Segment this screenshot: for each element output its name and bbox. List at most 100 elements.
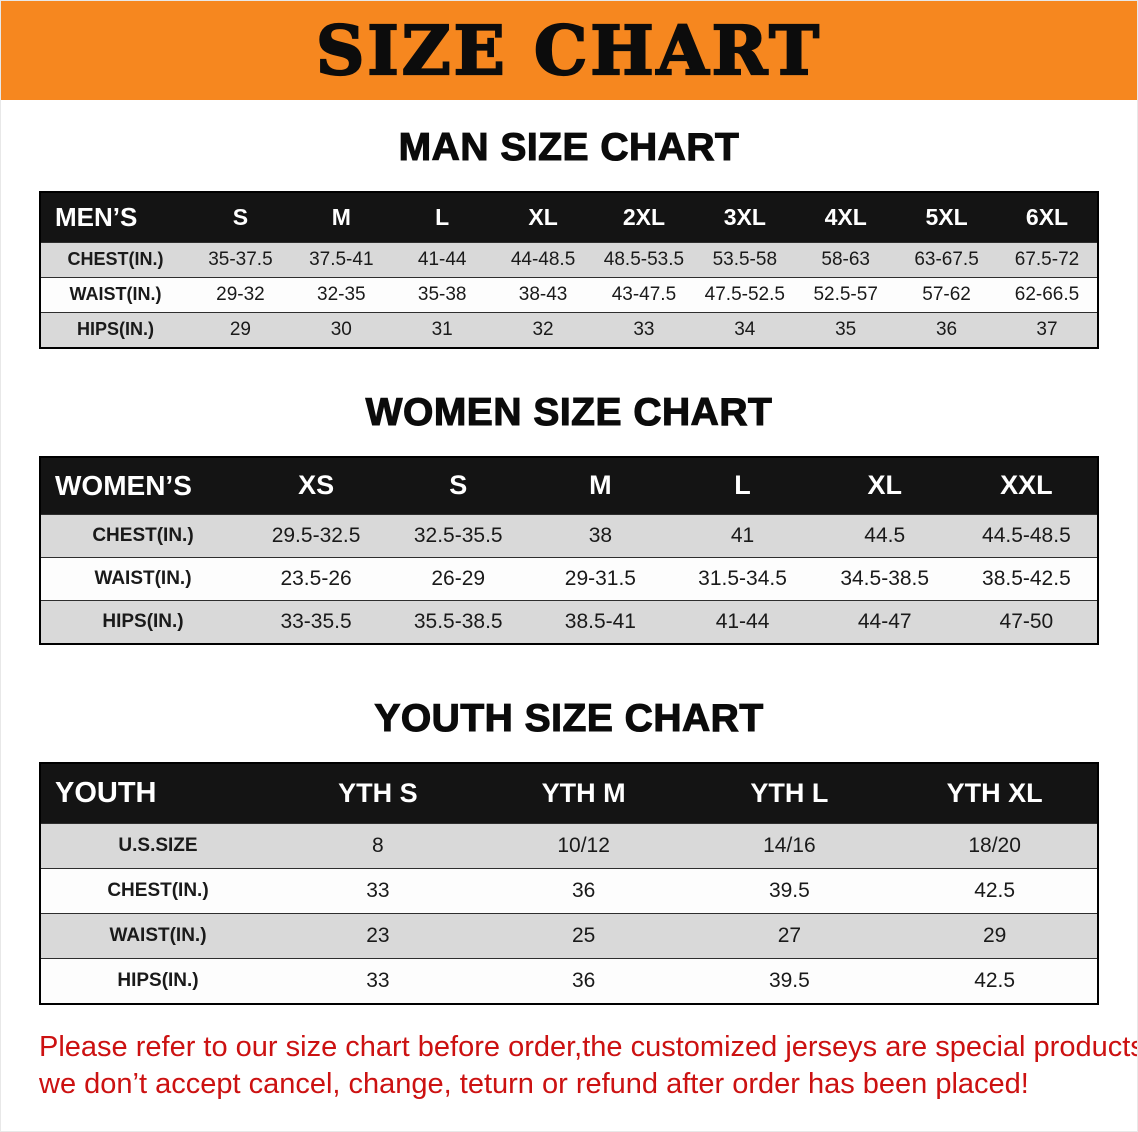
- youth-header-row: YOUTH YTH S YTH M YTH L YTH XL: [40, 762, 1098, 824]
- value-cell: 63-67.5: [914, 248, 979, 270]
- value-cell: 47-50: [999, 609, 1054, 633]
- row-label-cell: CHEST(IN.): [67, 249, 164, 270]
- value-cell: 14/16: [763, 833, 816, 857]
- row-label-cell: HIPS(IN.): [76, 319, 154, 340]
- value-cell: 53.5-58: [712, 248, 778, 270]
- size-header-cell: 3XL: [694, 191, 796, 243]
- table-title-cell: YOUTH: [40, 762, 275, 824]
- table-row: HIPS(IN.) 33 36 39.5 42.5: [40, 958, 1098, 1004]
- banner: SIZE CHART: [1, 1, 1137, 100]
- men-size-table: MEN’S S M L XL 2XL 3XL 4XL 5XL 6XL CHEST(IN.) 35-37…: [39, 190, 1099, 349]
- value-cell: 35.5-38.5: [413, 609, 503, 633]
- size-header-cell: 2XL: [593, 191, 695, 243]
- value-cell: 42.5: [974, 968, 1016, 992]
- value-cell: 34: [734, 318, 756, 340]
- value-cell: 67.5-72: [1014, 248, 1080, 270]
- value-cell: 44-47: [857, 609, 912, 633]
- men-size-section: MAN SIZE CHART MEN’S S M L XL 2XL 3XL 4XL 5XL 6XL…: [1, 125, 1137, 349]
- value-cell: 34.5-38.5: [840, 566, 930, 590]
- value-cell: 26-29: [431, 566, 486, 590]
- disclaimer-line-1: Please refer to our size chart before or…: [39, 1030, 1138, 1063]
- value-cell: 32: [532, 318, 554, 340]
- youth-size-table: YOUTH YTH S YTH M YTH L YTH XL U.S.SIZE 8 10/12…: [39, 761, 1099, 1005]
- value-cell: 29.5-32.5: [271, 523, 361, 547]
- value-cell: 41: [730, 523, 755, 547]
- value-cell: 18/20: [968, 833, 1021, 857]
- row-label-cell: WAIST(IN.): [109, 924, 207, 946]
- row-label-cell: U.S.SIZE: [118, 834, 198, 856]
- value-cell: 35: [835, 318, 857, 340]
- value-cell: 44.5-48.5: [982, 523, 1071, 547]
- size-header-cell: XL: [813, 456, 956, 515]
- size-header-cell: 4XL: [795, 191, 897, 243]
- women-section-heading: WOMEN SIZE CHART: [365, 390, 773, 434]
- size-header-cell: YTH XL: [892, 762, 1098, 824]
- value-cell: 57-62: [922, 283, 971, 305]
- table-row: CHEST(IN.) 35-37.5 37.5-41 41-44 44-48.5 48.5…: [40, 242, 1098, 278]
- value-cell: 10/12: [557, 833, 610, 857]
- table-row: HIPS(IN.) 29 30 31 32 33 34 35 36 37: [40, 312, 1098, 348]
- row-label-cell: WAIST(IN.): [69, 284, 162, 305]
- value-cell: 42.5: [974, 878, 1016, 902]
- value-cell: 38: [588, 523, 613, 547]
- table-row: WAIST(IN.) 23 25 27 29: [40, 913, 1098, 959]
- value-cell: 31.5-34.5: [698, 566, 787, 590]
- men-header-row: MEN’S S M L XL 2XL 3XL 4XL 5XL 6XL: [40, 191, 1098, 243]
- value-cell: 44.5: [864, 523, 906, 547]
- row-label-cell: HIPS(IN.): [117, 969, 199, 991]
- table-row: WAIST(IN.) 29-32 32-35 35-38 38-43 43-47.5 47.…: [40, 277, 1098, 313]
- value-cell: 41-44: [417, 248, 467, 270]
- table-row: U.S.SIZE 8 10/12 14/16 18/20: [40, 823, 1098, 869]
- value-cell: 33: [633, 318, 655, 340]
- men-section-heading: MAN SIZE CHART: [398, 125, 740, 169]
- table-title-cell: WOMEN’S: [40, 456, 245, 515]
- size-header-cell: S: [190, 191, 291, 243]
- youth-size-section: YOUTH SIZE CHART YOUTH YTH S YTH M YTH L YTH…: [1, 696, 1137, 1005]
- size-header-cell: 6XL: [997, 191, 1098, 243]
- value-cell: 32-35: [317, 283, 366, 305]
- women-header-row: WOMEN’S XS S M L XL XXL: [40, 456, 1098, 515]
- value-cell: 23: [366, 923, 390, 947]
- value-cell: 36: [571, 968, 596, 992]
- table-row: CHEST(IN.) 33 36 39.5 42.5: [40, 868, 1098, 914]
- value-cell: 62-66.5: [1014, 283, 1080, 305]
- value-cell: 48.5-53.5: [603, 248, 685, 270]
- value-cell: 30: [330, 318, 352, 340]
- row-label-cell: CHEST(IN.): [92, 524, 194, 546]
- table-title-cell: MEN’S: [40, 191, 190, 243]
- disclaimer: Please refer to our size chart before or…: [1, 1029, 1137, 1104]
- value-cell: 31: [431, 318, 453, 340]
- value-cell: 23.5-26: [280, 566, 352, 590]
- size-header-cell: L: [671, 456, 814, 515]
- youth-section-heading: YOUTH SIZE CHART: [374, 696, 764, 740]
- table-row: CHEST(IN.) 29.5-32.5 32.5-35.5 38 41 44.5 44.5…: [40, 514, 1098, 558]
- value-cell: 39.5: [768, 968, 810, 992]
- value-cell: 39.5: [768, 878, 810, 902]
- table-row: WAIST(IN.) 23.5-26 26-29 29-31.5 31.5-34.5 34…: [40, 557, 1098, 601]
- size-header-cell: YTH L: [686, 762, 893, 824]
- value-cell: 35-38: [417, 283, 467, 305]
- size-header-cell: XXL: [955, 456, 1098, 515]
- value-cell: 8: [372, 833, 384, 857]
- value-cell: 37.5-41: [309, 248, 374, 270]
- value-cell: 29-31.5: [564, 566, 636, 590]
- size-header-cell: XS: [245, 456, 388, 515]
- value-cell: 36: [571, 878, 596, 902]
- row-label-cell: CHEST(IN.): [107, 879, 209, 901]
- value-cell: 37: [1036, 318, 1058, 340]
- table-row: HIPS(IN.) 33-35.5 35.5-38.5 38.5-41 41-44 44-…: [40, 600, 1098, 644]
- size-header-cell: 5XL: [896, 191, 997, 243]
- value-cell: 41-44: [715, 609, 770, 633]
- value-cell: 43-47.5: [611, 283, 677, 305]
- value-cell: 52.5-57: [813, 283, 878, 305]
- value-cell: 29: [229, 318, 251, 340]
- value-cell: 29: [982, 923, 1007, 947]
- value-cell: 33-35.5: [280, 609, 352, 633]
- size-header-cell: M: [290, 191, 392, 243]
- value-cell: 33: [366, 878, 390, 902]
- size-header-cell: YTH M: [480, 762, 687, 824]
- women-size-table: WOMEN’S XS S M L XL XXL CHEST(IN.) 29.5-32.5 32.5…: [39, 455, 1099, 645]
- value-cell: 32.5-35.5: [413, 523, 503, 547]
- size-header-cell: S: [387, 456, 530, 515]
- value-cell: 36: [935, 318, 958, 340]
